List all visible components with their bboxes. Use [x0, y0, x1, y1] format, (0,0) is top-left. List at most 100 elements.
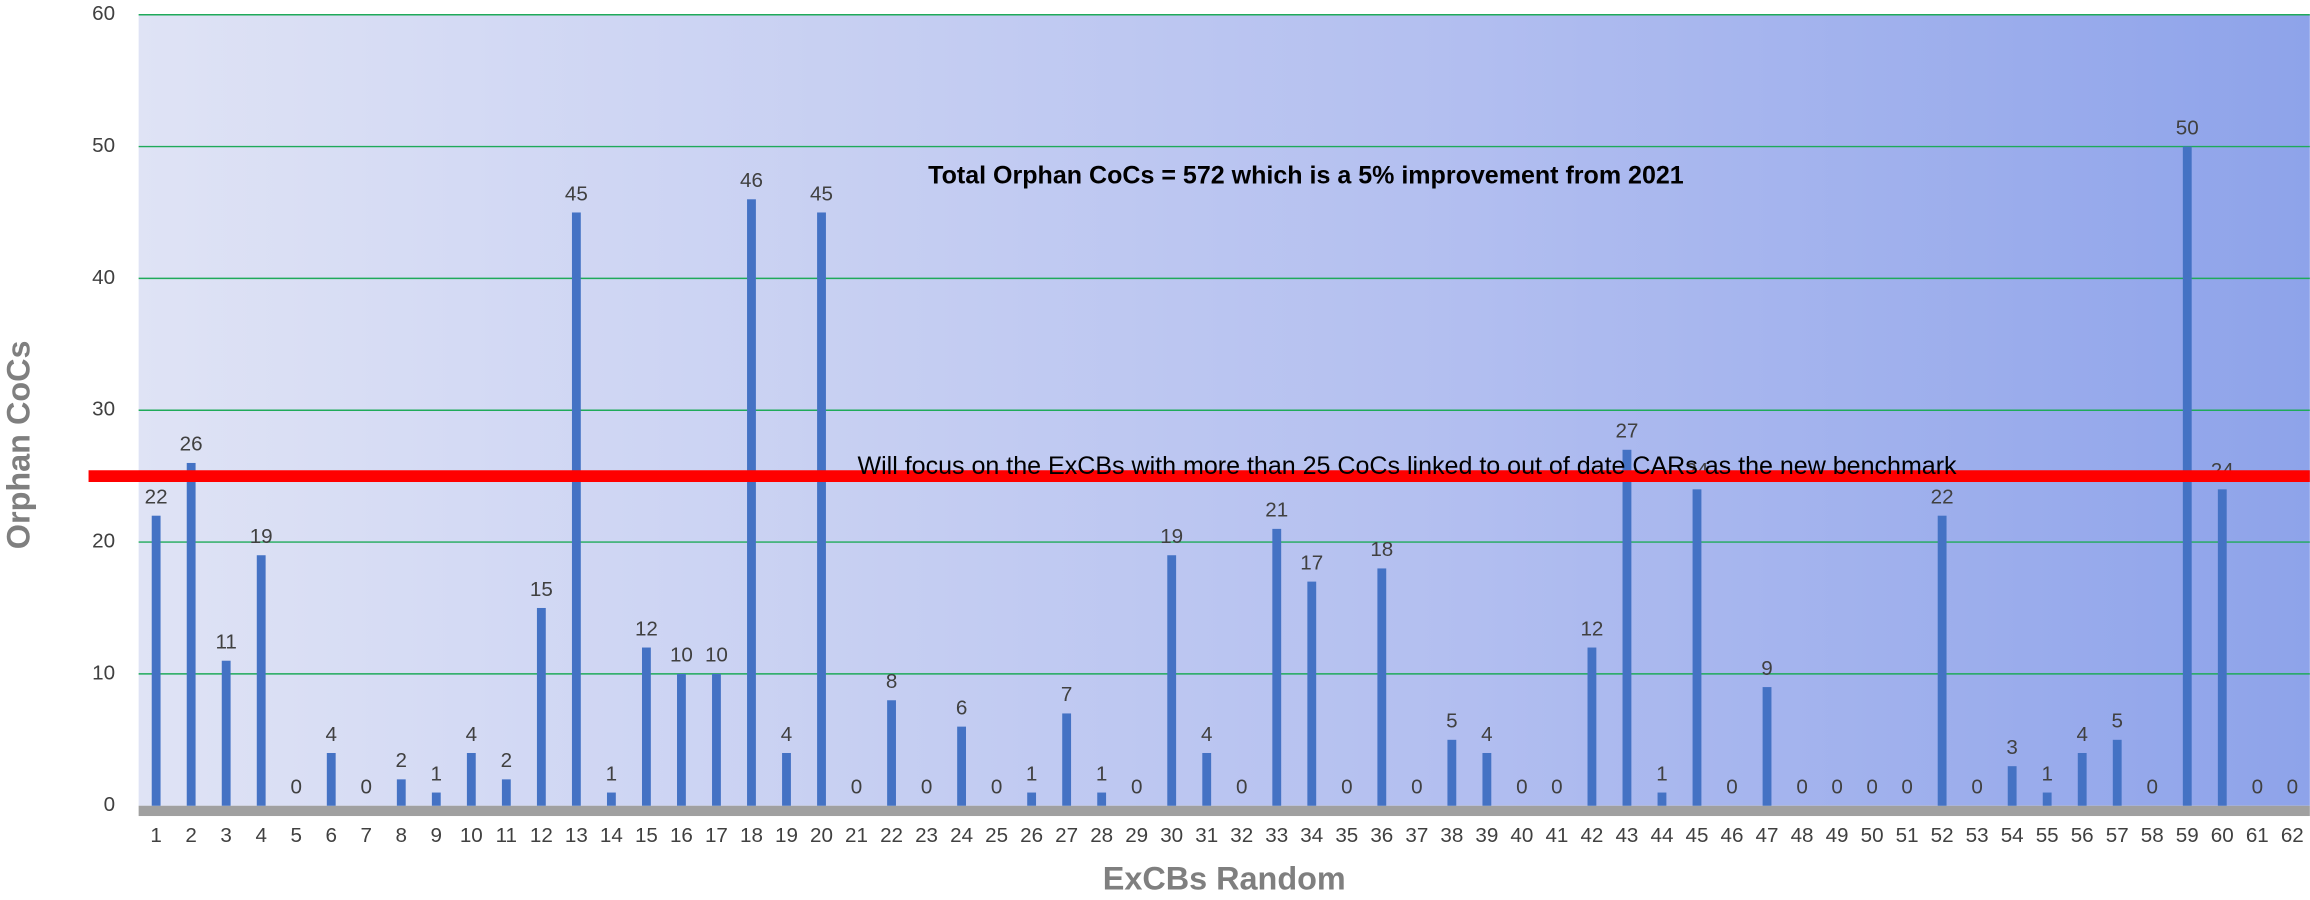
x-tick-label: 26 [1020, 824, 1043, 847]
x-tick-label: 2 [185, 824, 196, 847]
x-tick-label: 60 [2211, 824, 2234, 847]
data-label: 12 [1580, 617, 1603, 640]
data-label: 19 [1160, 525, 1183, 548]
data-label: 1 [606, 762, 617, 785]
x-tick-label: 52 [1931, 824, 1954, 847]
bar [1482, 752, 1492, 806]
data-label: 0 [1236, 776, 1247, 799]
data-label: 0 [851, 776, 862, 799]
x-tick-label: 10 [460, 824, 483, 847]
bar [1027, 792, 1037, 806]
data-label: 0 [1411, 776, 1422, 799]
x-tick-label: 4 [255, 824, 266, 847]
x-tick-label: 15 [635, 824, 658, 847]
x-tick-label: 13 [565, 824, 588, 847]
x-tick-label: 19 [775, 824, 798, 847]
x-tick-label: 31 [1195, 824, 1218, 847]
y-tick-label: 10 [92, 661, 115, 684]
data-label: 1 [1026, 762, 1037, 785]
bar [2042, 792, 2052, 806]
x-tick-label: 59 [2176, 824, 2199, 847]
x-tick-label: 12 [530, 824, 553, 847]
bar [1307, 581, 1317, 806]
data-label: 18 [1370, 538, 1393, 561]
data-label: 0 [1726, 776, 1737, 799]
bar [887, 700, 896, 806]
data-label: 1 [1096, 762, 1107, 785]
y-tick-label: 30 [92, 398, 115, 421]
data-label: 0 [2252, 776, 2263, 799]
data-label: 0 [1551, 776, 1562, 799]
bar [677, 673, 686, 806]
data-label: 3 [2006, 736, 2017, 759]
x-tick-label: 3 [220, 824, 231, 847]
data-label: 0 [991, 776, 1002, 799]
x-tick-label: 9 [431, 824, 442, 847]
y-axis-label: Orphan CoCs [0, 340, 36, 549]
data-label: 0 [921, 776, 932, 799]
data-label: 1 [2041, 762, 2052, 785]
bar [466, 752, 476, 806]
data-label: 5 [1446, 710, 1457, 733]
data-label: 6 [956, 696, 967, 719]
x-tick-label: 61 [2246, 824, 2269, 847]
x-tick-label: 53 [1966, 824, 1989, 847]
x-tick-label: 56 [2071, 824, 2094, 847]
x-tick-label: 28 [1090, 824, 1113, 847]
x-tick-label: 18 [740, 824, 763, 847]
x-axis-label: ExCBs Random [1103, 860, 1346, 896]
bar [256, 555, 266, 806]
data-label: 26 [180, 433, 203, 456]
bar [1202, 752, 1212, 806]
annotation: Will focus on the ExCBs with more than 2… [857, 452, 1957, 480]
data-label: 0 [1796, 776, 1807, 799]
x-tick-label: 42 [1580, 824, 1603, 847]
x-tick-label: 25 [985, 824, 1008, 847]
bar [536, 607, 546, 806]
x-tick-label: 40 [1510, 824, 1533, 847]
data-label: 1 [1656, 762, 1667, 785]
data-label: 0 [1901, 776, 1912, 799]
data-label: 22 [145, 485, 168, 508]
bar [396, 779, 406, 806]
bar [186, 462, 196, 806]
data-label: 8 [886, 670, 897, 693]
x-tick-label: 22 [880, 824, 903, 847]
data-label: 0 [1971, 776, 1982, 799]
x-tick-label: 36 [1370, 824, 1393, 847]
y-tick-label: 0 [104, 793, 115, 816]
bar [641, 647, 651, 806]
data-label: 0 [1516, 776, 1527, 799]
bar [1447, 739, 1457, 806]
x-tick-label: 27 [1055, 824, 1078, 847]
data-label: 9 [1761, 657, 1772, 680]
x-tick-label: 8 [396, 824, 407, 847]
data-label: 11 [215, 630, 236, 653]
data-label: 0 [2147, 776, 2158, 799]
data-label: 7 [1061, 683, 1072, 706]
x-tick-label: 45 [1686, 824, 1709, 847]
data-label: 4 [1481, 723, 1492, 746]
data-label: 4 [466, 723, 477, 746]
data-label: 5 [2111, 710, 2122, 733]
data-label: 0 [1131, 776, 1142, 799]
data-label: 45 [810, 182, 833, 205]
x-tick-label: 48 [1791, 824, 1814, 847]
x-tick-label: 14 [600, 824, 623, 847]
x-tick-label: 21 [845, 824, 868, 847]
bar [571, 212, 581, 806]
data-label: 19 [250, 525, 273, 548]
bar [1762, 687, 1772, 806]
bar [1062, 713, 1072, 806]
bar [1167, 555, 1177, 806]
data-label: 21 [1265, 499, 1288, 522]
data-label: 12 [635, 617, 658, 640]
bar [957, 726, 967, 806]
x-tick-label: 24 [950, 824, 973, 847]
bar [1377, 568, 1387, 806]
bar [326, 752, 336, 806]
x-tick-label: 58 [2141, 824, 2164, 847]
x-tick-label: 11 [496, 824, 517, 847]
data-label: 4 [781, 723, 792, 746]
